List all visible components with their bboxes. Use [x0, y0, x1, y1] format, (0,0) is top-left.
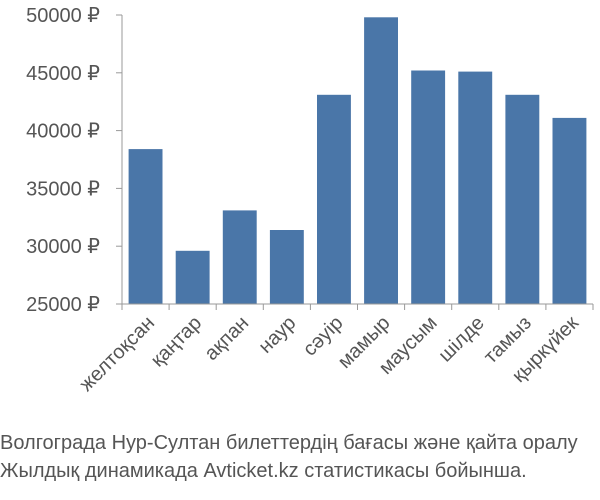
- y-tick-label-4: 40000 ₽: [26, 121, 100, 143]
- bar-5: [317, 94, 351, 304]
- y-ticks-group: 25000 ₽ 30000 ₽ 35000 ₽ 40000 ₽ 45000 ₽ 50000…: [26, 5, 122, 316]
- y-tick-label-1: 25000 ₽: [26, 294, 100, 316]
- x-tick-label-3: ақпан: [200, 312, 253, 365]
- x-tick-label-1: желтоқсан: [75, 312, 159, 396]
- bars-group: [128, 17, 587, 305]
- y-tick-label-3: 35000 ₽: [26, 178, 100, 200]
- y-tick-label-6: 50000 ₽: [26, 5, 100, 27]
- bar-6: [364, 17, 398, 305]
- y-tick-label-2: 30000 ₽: [26, 236, 100, 258]
- bar-4: [269, 230, 304, 304]
- y-tick-label-5: 45000 ₽: [26, 63, 100, 85]
- bar-9: [505, 94, 540, 304]
- bar-10: [552, 117, 587, 305]
- bar-1: [128, 149, 163, 304]
- bar-2: [175, 250, 210, 304]
- x-tick-label-8: шілде: [434, 312, 488, 366]
- caption-line-1: Волгограда Нур-Султан билеттердің бағасы…: [0, 432, 578, 454]
- x-tick-label-2: қаңтар: [147, 312, 206, 371]
- axes-group: [116, 15, 593, 310]
- x-tick-label-4: наур: [255, 312, 301, 358]
- bar-7: [411, 70, 446, 304]
- bar-3: [222, 210, 257, 304]
- caption-line-2: Жылдық динамикада Avticket.kz статистика…: [0, 460, 527, 482]
- bar-8: [458, 71, 493, 304]
